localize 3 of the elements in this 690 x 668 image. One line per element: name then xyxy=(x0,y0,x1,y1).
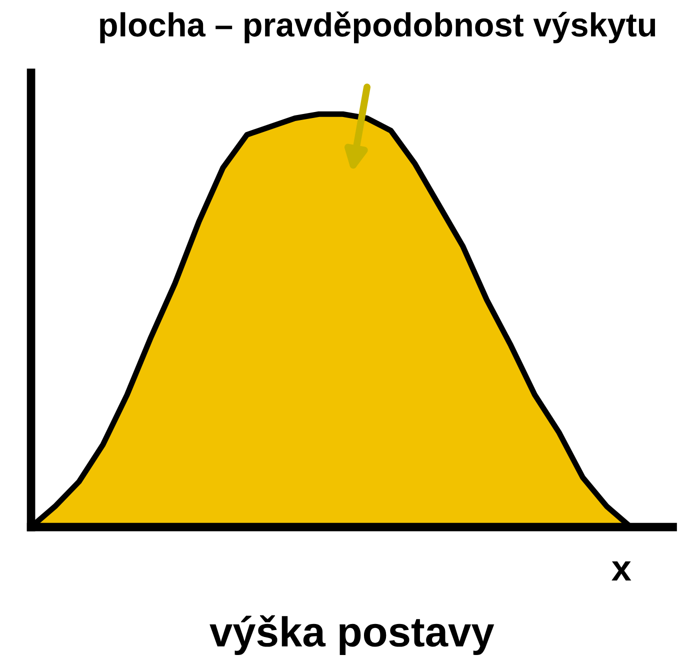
text: x xyxy=(612,561,632,580)
text: plocha – pravděpodobnost výskytu xyxy=(100,11,656,44)
x-axis-title: výška postavy xyxy=(210,615,494,655)
